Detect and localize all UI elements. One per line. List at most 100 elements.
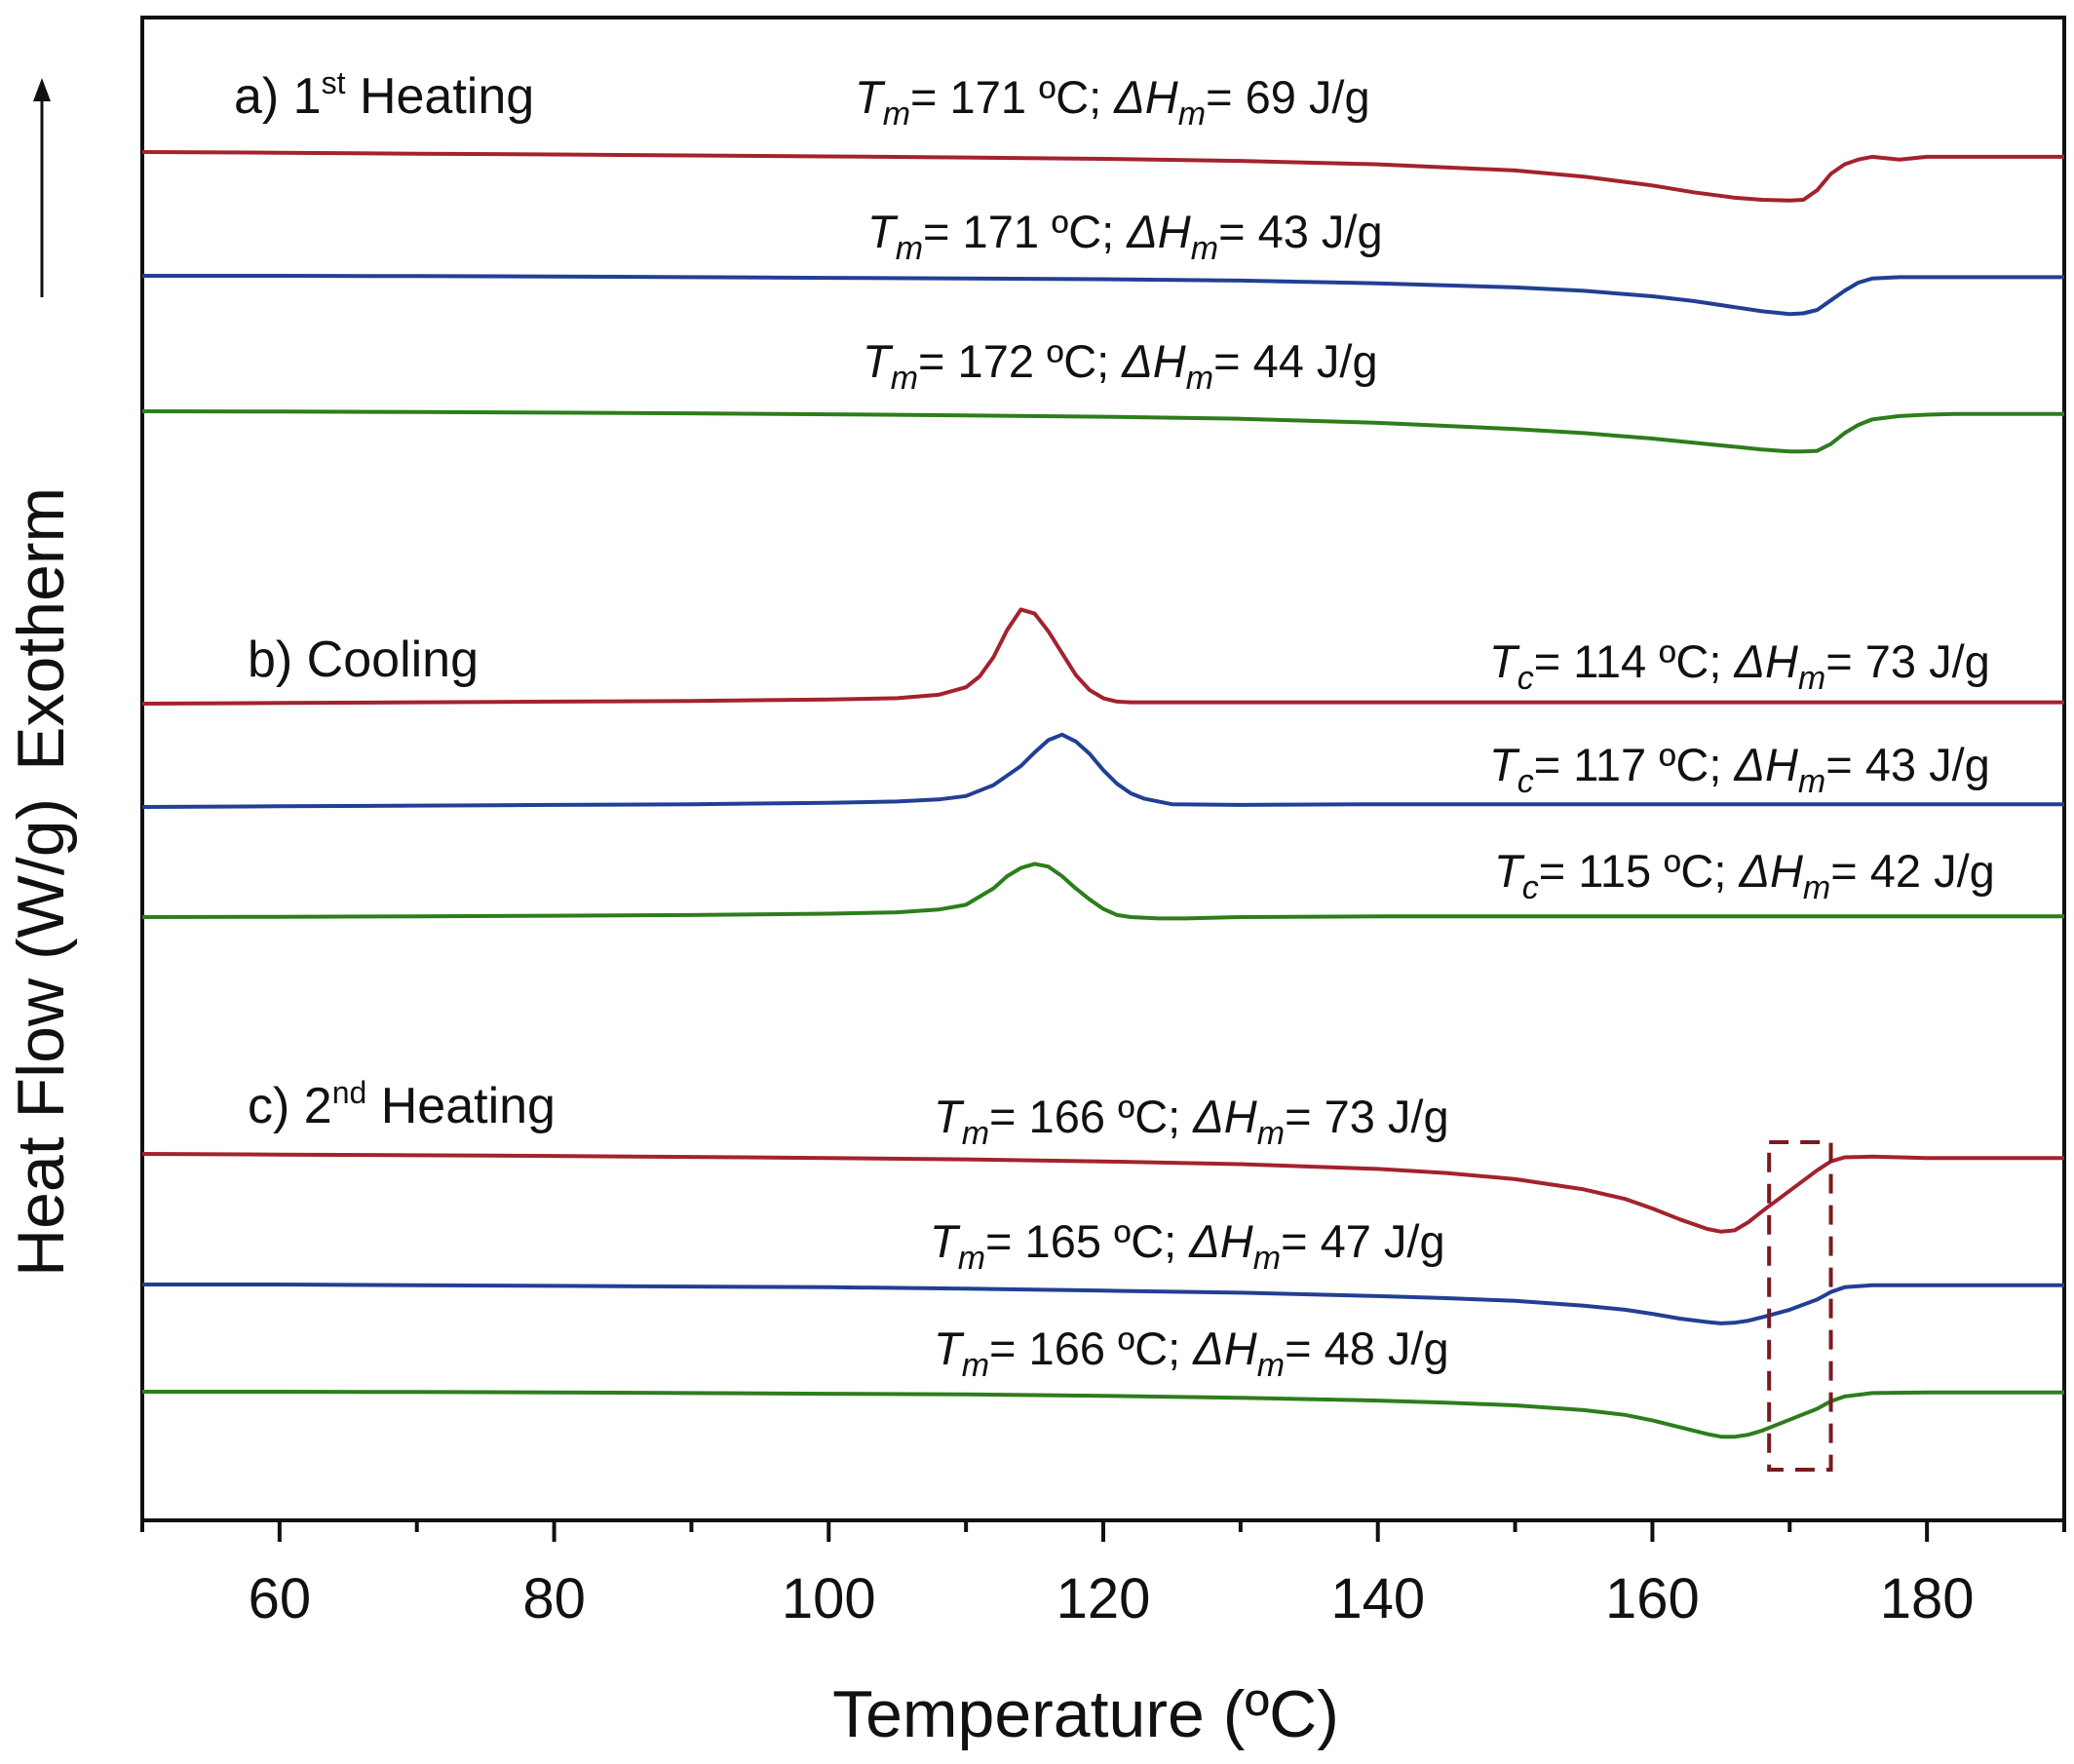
annotation-part-4: m xyxy=(1798,763,1825,800)
curve-c-green xyxy=(142,1390,2064,1439)
annotation-a-1: Tm= 171 ºC; ΔHm= 43 J/g xyxy=(867,206,1383,267)
annotation-part-2: = 115 ºC; xyxy=(1539,845,1740,897)
annotation-part-2: = 165 ºC; xyxy=(985,1215,1189,1267)
annotations-layer: Tm= 171 ºC; ΔHm= 69 J/g Tm= 171 ºC; ΔHm=… xyxy=(855,71,1995,1384)
annotation-part-3: ΔH xyxy=(1121,335,1186,387)
annotation-part-5: = 42 J/g xyxy=(1830,845,1995,897)
exotherm-label: Exotherm xyxy=(4,487,78,771)
annotation-part-4: m xyxy=(1253,1240,1281,1277)
x-axis-ticks: 60 80 100 120 140 160 180 xyxy=(140,1520,2066,1630)
panel-label-b-prefix: b) Cooling xyxy=(248,632,479,688)
x-axis-title: Temperature (ºC) xyxy=(832,1677,1339,1751)
curve-a-red xyxy=(141,150,2064,203)
annotation-c-1: Tm= 165 ºC; ΔHm= 47 J/g xyxy=(930,1215,1445,1277)
annotation-part-1: c xyxy=(1522,869,1539,906)
annotation-part-1: c xyxy=(1517,763,1534,800)
annotation-a-0: Tm= 171 ºC; ΔHm= 69 J/g xyxy=(855,71,1370,133)
annotation-part-3: ΔH xyxy=(1733,635,1798,687)
annotation-b-0: Tc= 114 ºC; ΔHm= 73 J/g xyxy=(1489,635,1990,697)
annotation-part-3: ΔH xyxy=(1113,71,1178,123)
annotation-part-3: ΔH xyxy=(1126,206,1191,257)
annotation-part-1: m xyxy=(883,96,910,133)
annotation-part-0: T xyxy=(1489,739,1520,790)
y-axis-label: Heat Flow (W/g) xyxy=(4,798,78,1277)
annotation-b-2: Tc= 115 ºC; ΔHm= 42 J/g xyxy=(1494,845,1995,906)
annotation-part-4: m xyxy=(1257,1347,1285,1384)
annotation-part-3: ΔH xyxy=(1738,845,1803,897)
panel-label-a: a) 1st Heating xyxy=(234,65,534,125)
annotation-part-4: m xyxy=(1257,1115,1285,1152)
annotation-part-4: m xyxy=(1803,869,1830,906)
annotation-part-5: = 69 J/g xyxy=(1206,71,1370,123)
x-tick-label-80: 80 xyxy=(522,1567,586,1630)
annotation-part-0: T xyxy=(1489,635,1520,687)
annotation-part-0: T xyxy=(867,206,899,257)
panel-label-c-sup: nd xyxy=(332,1075,367,1110)
annotation-part-5: = 47 J/g xyxy=(1281,1215,1445,1267)
annotation-part-2: = 114 ºC; xyxy=(1534,635,1735,687)
annotation-part-5: = 43 J/g xyxy=(1825,739,1990,790)
panel-label-b: b) Cooling xyxy=(248,632,479,688)
annotation-part-4: m xyxy=(1178,96,1206,133)
annotation-part-3: ΔH xyxy=(1733,739,1798,790)
panel-label-a-suffix: Heating xyxy=(346,68,535,125)
annotation-part-1: m xyxy=(962,1347,989,1384)
annotation-part-4: m xyxy=(1798,660,1825,697)
curves-layer xyxy=(141,150,2064,1439)
annotation-part-1: c xyxy=(1517,660,1534,697)
panel-label-c-suffix: Heating xyxy=(366,1078,556,1134)
annotation-a-2: Tm= 172 ºC; ΔHm= 44 J/g xyxy=(863,335,1378,397)
annotation-c-2: Tm= 166 ºC; ΔHm= 48 J/g xyxy=(934,1323,1449,1384)
annotation-part-1: m xyxy=(958,1240,985,1277)
annotation-part-1: m xyxy=(896,230,923,267)
annotation-part-4: m xyxy=(1186,360,1213,397)
y-axis-title-group: Heat Flow (W/g) Exotherm xyxy=(4,487,78,1277)
highlight-box xyxy=(1767,1140,1833,1472)
x-tick-label-60: 60 xyxy=(249,1567,312,1630)
curve-c-red xyxy=(141,1152,2064,1234)
annotation-part-0: T xyxy=(1494,845,1525,897)
annotation-part-3: ΔH xyxy=(1188,1215,1253,1267)
annotation-part-0: T xyxy=(855,71,886,123)
curve-c-blue xyxy=(142,1283,2064,1325)
x-tick-label-180: 180 xyxy=(1880,1567,1975,1630)
annotation-part-5: = 73 J/g xyxy=(1825,635,1990,687)
curve-b-red xyxy=(141,607,2064,706)
curve-b-green xyxy=(141,862,2064,921)
x-tick-label-100: 100 xyxy=(782,1567,876,1630)
annotation-part-5: = 48 J/g xyxy=(1285,1323,1449,1374)
annotation-part-4: m xyxy=(1191,230,1218,267)
annotation-part-1: m xyxy=(962,1115,989,1152)
curve-a-green xyxy=(141,409,2064,454)
x-tick-label-120: 120 xyxy=(1056,1567,1151,1630)
panel-label-a-prefix: a) 1 xyxy=(234,68,322,125)
annotation-part-0: T xyxy=(934,1323,965,1374)
panel-label-a-sup: st xyxy=(322,65,346,100)
y-axis-title: Heat Flow (W/g) Exotherm xyxy=(4,487,78,1277)
annotation-c-0: Tm= 166 ºC; ΔHm= 73 J/g xyxy=(934,1091,1449,1152)
x-tick-label-160: 160 xyxy=(1605,1567,1700,1630)
annotation-part-5: = 43 J/g xyxy=(1218,206,1383,257)
annotation-part-5: = 44 J/g xyxy=(1213,335,1378,387)
annotation-part-0: T xyxy=(863,335,894,387)
annotation-part-0: T xyxy=(930,1215,961,1267)
annotation-part-1: m xyxy=(891,360,918,397)
annotation-part-3: ΔH xyxy=(1192,1091,1257,1142)
x-tick-label-140: 140 xyxy=(1330,1567,1425,1630)
annotation-b-1: Tc= 117 ºC; ΔHm= 43 J/g xyxy=(1489,739,1990,800)
panel-label-c: c) 2nd Heating xyxy=(248,1075,556,1134)
annotation-part-5: = 73 J/g xyxy=(1285,1091,1449,1142)
curve-a-blue xyxy=(142,274,2064,317)
panel-label-c-prefix: c) 2 xyxy=(248,1078,332,1134)
annotation-part-2: = 166 ºC; xyxy=(989,1091,1193,1142)
annotation-part-2: = 171 ºC; xyxy=(910,71,1114,123)
annotation-part-3: ΔH xyxy=(1192,1323,1257,1374)
annotation-part-0: T xyxy=(934,1091,965,1142)
annotation-part-2: = 172 ºC; xyxy=(918,335,1122,387)
annotation-part-2: = 171 ºC; xyxy=(923,206,1127,257)
exotherm-arrow-head xyxy=(33,78,51,101)
curve-b-blue xyxy=(141,732,2064,809)
annotation-part-2: = 117 ºC; xyxy=(1534,739,1735,790)
annotation-part-2: = 166 ºC; xyxy=(989,1323,1193,1374)
